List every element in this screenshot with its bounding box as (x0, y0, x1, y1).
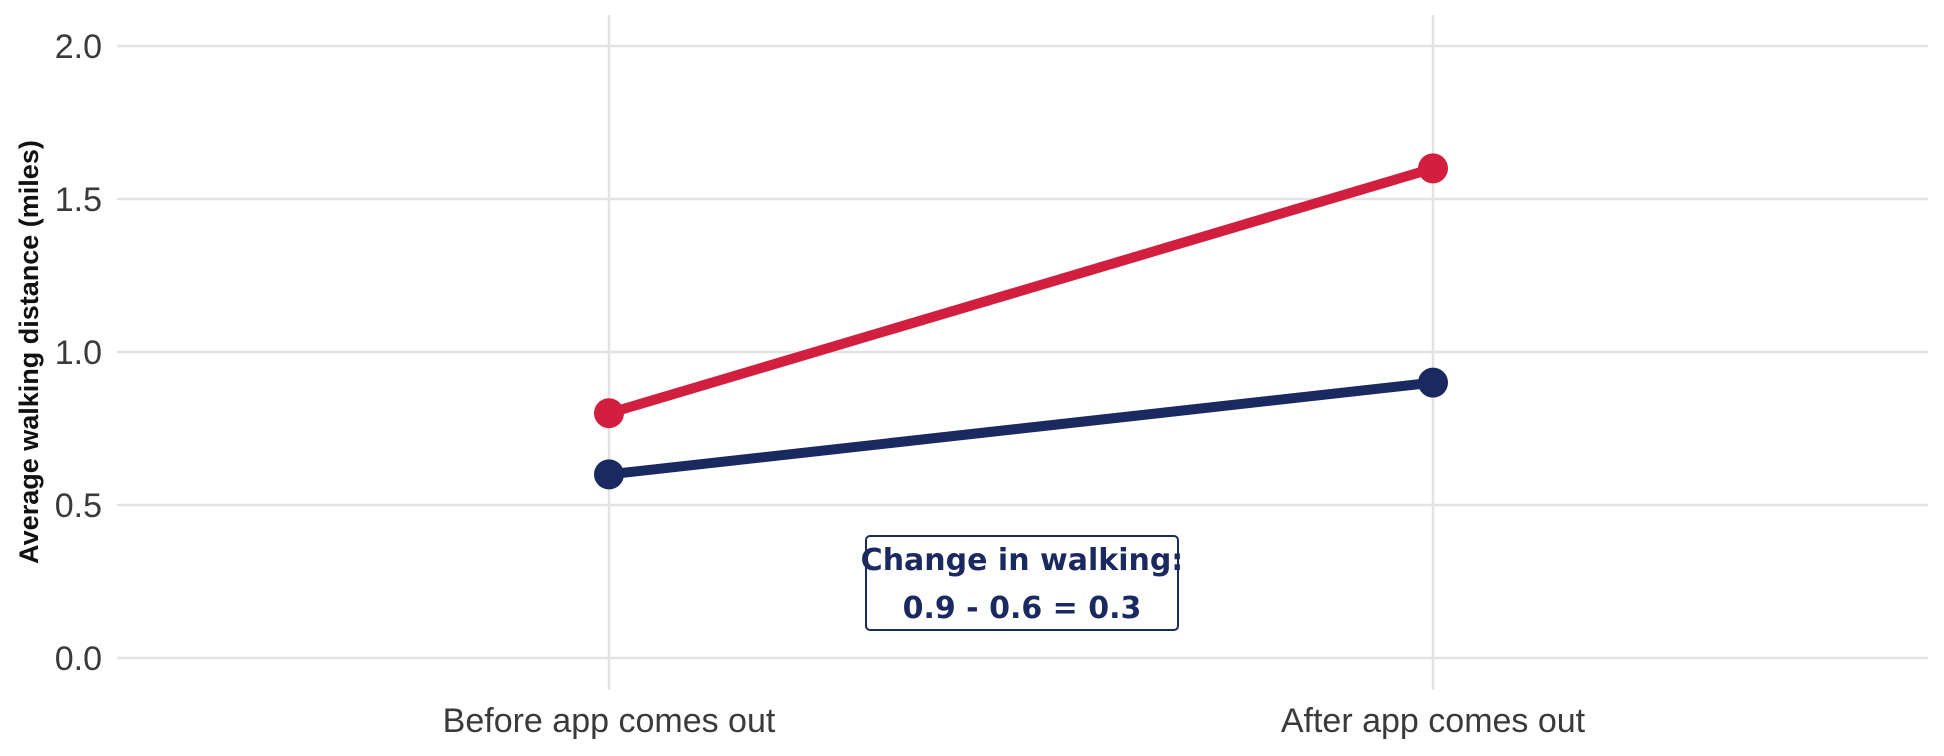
series-line (604, 377, 1438, 480)
x-tick-label: After app comes out (1281, 702, 1586, 740)
annotation-border (865, 535, 1179, 631)
y-tick-label: 2.0 (55, 28, 102, 66)
x-axis-ticks: Before app comes out After app comes out (443, 702, 1586, 740)
y-axis-label: Average walking distance (miles) (14, 140, 44, 564)
y-tick-label: 0.0 (55, 640, 102, 678)
y-axis-ticks: 0.0 0.5 1.0 1.5 2.0 (55, 28, 102, 678)
grid (117, 15, 1928, 690)
series-group (594, 153, 1448, 490)
annotation-box: Change in walking: 0.9 - 0.6 = 0.3 (861, 535, 1184, 631)
annotation-line-1: Change in walking: (861, 543, 1184, 578)
data-point (1418, 153, 1448, 184)
data-point (594, 398, 624, 429)
y-tick-label: 0.5 (55, 487, 102, 525)
y-tick-label: 1.0 (55, 334, 102, 372)
y-tick-label: 1.5 (55, 181, 102, 219)
series-line (604, 163, 1438, 419)
data-point (1418, 367, 1448, 398)
data-point (594, 459, 624, 490)
annotation-line-2: 0.9 - 0.6 = 0.3 (903, 591, 1142, 626)
x-tick-label: Before app comes out (443, 702, 776, 740)
